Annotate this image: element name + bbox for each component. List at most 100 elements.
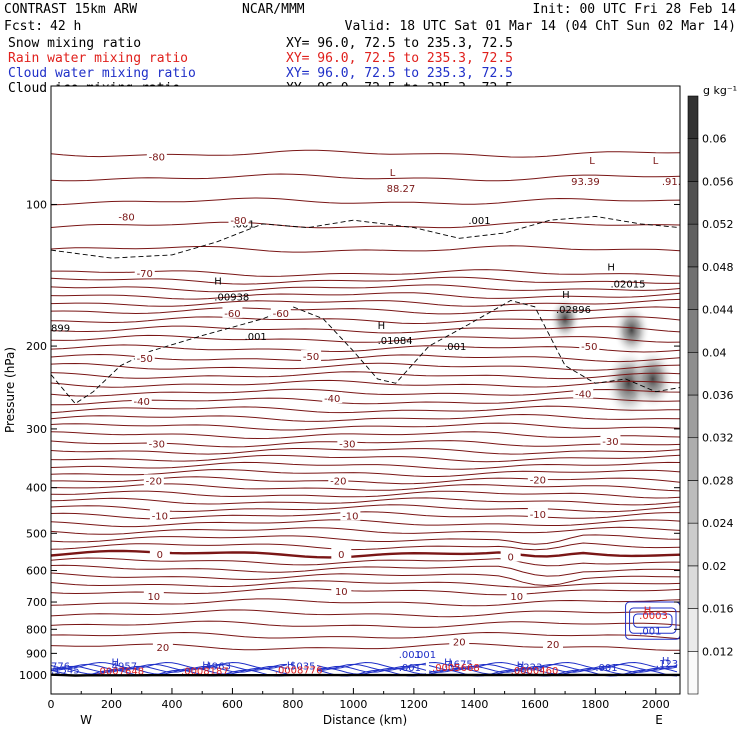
contour-label-6: -50 (137, 354, 153, 365)
isotherm-47 (51, 609, 680, 618)
isotherm-44 (51, 580, 680, 588)
contour-label-bg-12 (146, 437, 167, 449)
y-tick-label-1: 200 (26, 340, 47, 353)
extremum-label-20: .0003 (639, 611, 668, 622)
isotherm-21 (51, 405, 680, 414)
y-tick-label-8: 900 (26, 647, 47, 660)
extremum-label-32: .0007648 (96, 666, 144, 677)
colorbar-swatch-5 (687, 437, 699, 481)
y-tick-label-3: 400 (26, 482, 47, 495)
plot-area: L88.27L93.39L.91.5H.02015H.02896H.01084H… (51, 86, 680, 694)
isotherm-39 (51, 542, 680, 551)
isotherm-14 (51, 344, 680, 353)
colorbar-swatch-12 (687, 138, 699, 182)
extremum-label-3: 93.39 (571, 177, 600, 188)
fcst-value: 42 h (50, 19, 81, 34)
cloud-water-contour-0-2 (51, 665, 288, 673)
contour-label-26: 10 (510, 592, 523, 603)
isotherm-38 (51, 534, 680, 545)
field-xy-cloud-water: XY= 96.0, 72.5 to 235.3, 72.5 (286, 66, 513, 81)
extremum-label-34: 776 (51, 662, 70, 673)
isotherm-32 (51, 490, 680, 499)
contour-label-bg-16 (328, 474, 349, 486)
contour-label-bg-26 (506, 590, 527, 602)
extremum-label-30: H (111, 657, 119, 668)
x-tick-label-7: 1400 (460, 698, 488, 711)
isotherm-4 (51, 245, 680, 253)
cloud-water-contour-1-0 (316, 661, 427, 670)
extremum-label-28: .3223 (514, 662, 543, 673)
extremum-label-9: .02896 (556, 305, 591, 316)
terrain-line (51, 673, 680, 677)
extremum-label-35: H (202, 661, 210, 672)
isotherm-17 (51, 371, 680, 380)
extremum-label-29: .0000460 (511, 666, 559, 677)
isotherm-41 (51, 557, 680, 567)
colorbar-swatch-1 (687, 608, 699, 652)
extremum-label-19: H (644, 605, 652, 616)
cloud-water-contours (51, 601, 680, 677)
colorbar-label-12: 0.06 (702, 133, 727, 146)
cloud-water-cell-0 (625, 601, 680, 640)
contour-label-23: 0 (507, 552, 513, 563)
snow-dashed-contour-1 (51, 215, 680, 259)
extremum-label-0: L (390, 168, 396, 179)
isotherm-8 (51, 292, 680, 300)
extremum-label-17: .001 (245, 332, 267, 343)
model-title: CONTRAST 15km ARW (4, 2, 137, 17)
cloud-water-contour-1-3 (317, 667, 427, 675)
colorbar-label-10: 0.052 (702, 218, 734, 231)
colorbar-swatch-2 (687, 565, 699, 609)
snow-dashed-contour-0 (51, 300, 680, 405)
x-tick-label-5: 1000 (339, 698, 367, 711)
contour-label-2: -80 (230, 216, 246, 227)
contour-label-bg-10 (322, 392, 343, 404)
extremum-label-36: .4963 (202, 662, 231, 673)
x-axis-left-end: W (80, 713, 92, 727)
extremum-label-24: .001 (414, 650, 436, 661)
contour-label-15: -20 (146, 476, 162, 487)
contour-label-25: 10 (335, 587, 348, 598)
isotherm-6 (51, 276, 680, 285)
extremum-label-12: H (214, 277, 222, 288)
x-tick-label-3: 600 (222, 698, 243, 711)
extremum-label-41: H (662, 656, 670, 667)
isotherm-26 (51, 448, 680, 455)
colorbar-label-9: 0.048 (702, 261, 734, 274)
field-name-snow: Snow mixing ratio (8, 36, 141, 51)
isotherm-27 (51, 454, 680, 463)
extremum-label-16: .001 (468, 216, 490, 227)
contour-label-12: -30 (149, 439, 165, 450)
contour-label-bg-23 (500, 550, 521, 562)
isotherm-46 (51, 598, 680, 607)
field-name-cloud-water: Cloud water mixing ratio (8, 66, 196, 81)
contour-label-bg-4 (222, 306, 243, 318)
valid-time: Valid: 18 UTC Sat 01 Mar 14 (04 ChT Sun … (345, 19, 736, 34)
cloud-water-contour-2-1 (428, 663, 678, 671)
extremum-label-26: .0005668 (432, 663, 480, 674)
contour-label-16: -20 (330, 476, 346, 487)
isotherm-9 (51, 298, 680, 307)
cloud-water-cell-2 (633, 613, 673, 628)
contour-label-17: -20 (530, 475, 546, 486)
colorbar-swatch-11 (687, 181, 699, 225)
contour-label-bg-8 (579, 340, 600, 352)
y-tick-label-5: 600 (26, 565, 47, 578)
extremum-label-33: .1545 (51, 665, 80, 676)
extremum-label-38: H (287, 661, 295, 672)
colorbar-label-4: 0.028 (702, 474, 734, 487)
colorbar-label-0: 0.012 (702, 645, 734, 658)
x-axis-title: Distance (km) (323, 713, 407, 727)
isotherm-18 (51, 379, 680, 388)
contour-label-1: -80 (118, 212, 134, 223)
extremum-label-39: .5035 (287, 662, 316, 673)
isotherm-3 (51, 221, 680, 229)
x-tick-label-2: 400 (161, 698, 182, 711)
colorbar-label-8: 0.044 (702, 304, 734, 317)
cloud-water-contour-2-3 (428, 667, 678, 675)
extremum-label-44: .001 (399, 650, 421, 661)
isotherm-43 (51, 572, 680, 587)
colorbar-swatch-10 (687, 223, 699, 268)
